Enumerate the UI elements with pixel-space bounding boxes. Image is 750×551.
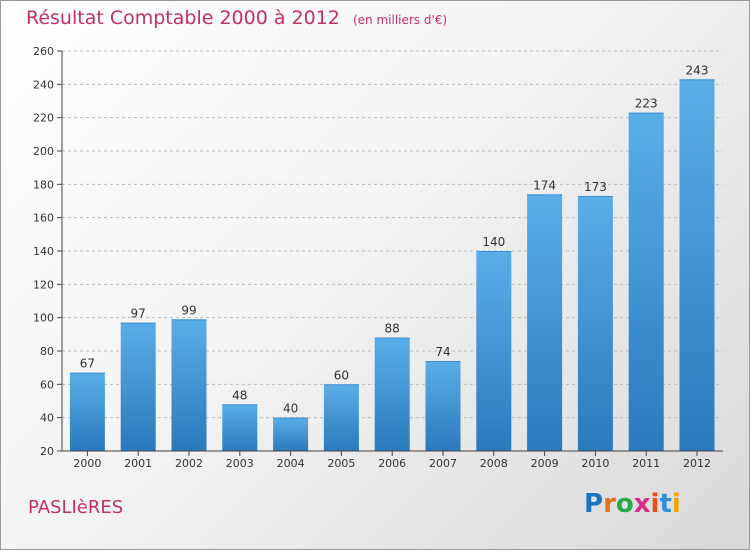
chart-title: Résultat Comptable 2000 à 2012 <box>26 7 340 29</box>
x-tick-label: 2001 <box>124 457 152 470</box>
commune-name: PASLIèRES <box>28 497 124 518</box>
y-tick-label: 120 <box>33 278 54 291</box>
bar <box>69 372 105 451</box>
bar <box>171 319 207 451</box>
y-tick-label: 80 <box>40 345 54 358</box>
bar <box>577 196 613 451</box>
x-tick-label: 2005 <box>327 457 355 470</box>
logo-letter: t <box>659 489 672 519</box>
data-label: 223 <box>635 97 658 111</box>
data-label: 243 <box>686 63 709 77</box>
y-tick-label: 260 <box>33 45 54 58</box>
bar <box>476 251 512 451</box>
bar <box>120 322 156 451</box>
bar-layer: 67 97 99 48 40 60 88 74 140 174 173 223 243 <box>69 63 715 452</box>
title-row: Résultat Comptable 2000 à 2012 (en milli… <box>26 7 447 29</box>
logo-letter: P <box>584 489 604 519</box>
y-tick-label: 20 <box>40 445 54 458</box>
data-label: 67 <box>80 357 95 371</box>
x-tick-label: 2006 <box>378 457 406 470</box>
x-tick-label: 2003 <box>226 457 254 470</box>
data-label: 140 <box>482 235 505 249</box>
bar <box>628 112 664 452</box>
y-tick-label: 40 <box>40 412 54 425</box>
bar <box>425 361 461 451</box>
logo-letter: x <box>633 489 651 519</box>
proxiti-logo: Proxiti <box>584 489 681 519</box>
x-tick-label: 2000 <box>73 457 101 470</box>
y-tick-label: 60 <box>40 378 54 391</box>
data-label: 48 <box>232 388 247 402</box>
x-tick-label: 2012 <box>683 457 711 470</box>
x-tick-label: 2002 <box>175 457 203 470</box>
y-tick-label: 140 <box>33 245 54 258</box>
y-tick-label: 160 <box>33 212 54 225</box>
y-tick-label: 180 <box>33 178 54 191</box>
data-label: 88 <box>385 322 400 336</box>
chart-subtitle: (en milliers d'€) <box>352 13 448 27</box>
data-label: 60 <box>334 368 349 382</box>
logo-letter: i <box>671 489 681 519</box>
y-tick-label: 100 <box>33 312 54 325</box>
x-tick-label: 2009 <box>531 457 559 470</box>
x-tick-label: 2007 <box>429 457 457 470</box>
x-tick-label: 2011 <box>632 457 660 470</box>
bar <box>679 79 715 451</box>
bar <box>374 337 410 451</box>
x-tick-label: 2010 <box>581 457 609 470</box>
data-label: 174 <box>533 178 556 192</box>
y-tick-label: 240 <box>33 78 54 91</box>
data-label: 74 <box>435 345 450 359</box>
logo-letter: r <box>603 489 616 519</box>
bar <box>323 384 359 451</box>
y-tick-label: 220 <box>33 112 54 125</box>
y-tick-label: 200 <box>33 145 54 158</box>
x-tick-label: 2004 <box>277 457 305 470</box>
axis-layer: 20 40 60 80 100 120 140 160 180 200 220 240 260 2000 2… <box>33 45 723 470</box>
data-label: 99 <box>181 303 196 317</box>
x-tick-label: 2008 <box>480 457 508 470</box>
bar <box>273 417 309 451</box>
bar <box>527 194 563 452</box>
data-label: 173 <box>584 180 607 194</box>
logo-letter: o <box>615 489 634 519</box>
data-label: 97 <box>131 307 146 321</box>
data-label: 40 <box>283 402 298 416</box>
logo-letter: i <box>650 489 660 519</box>
bar <box>222 404 258 451</box>
